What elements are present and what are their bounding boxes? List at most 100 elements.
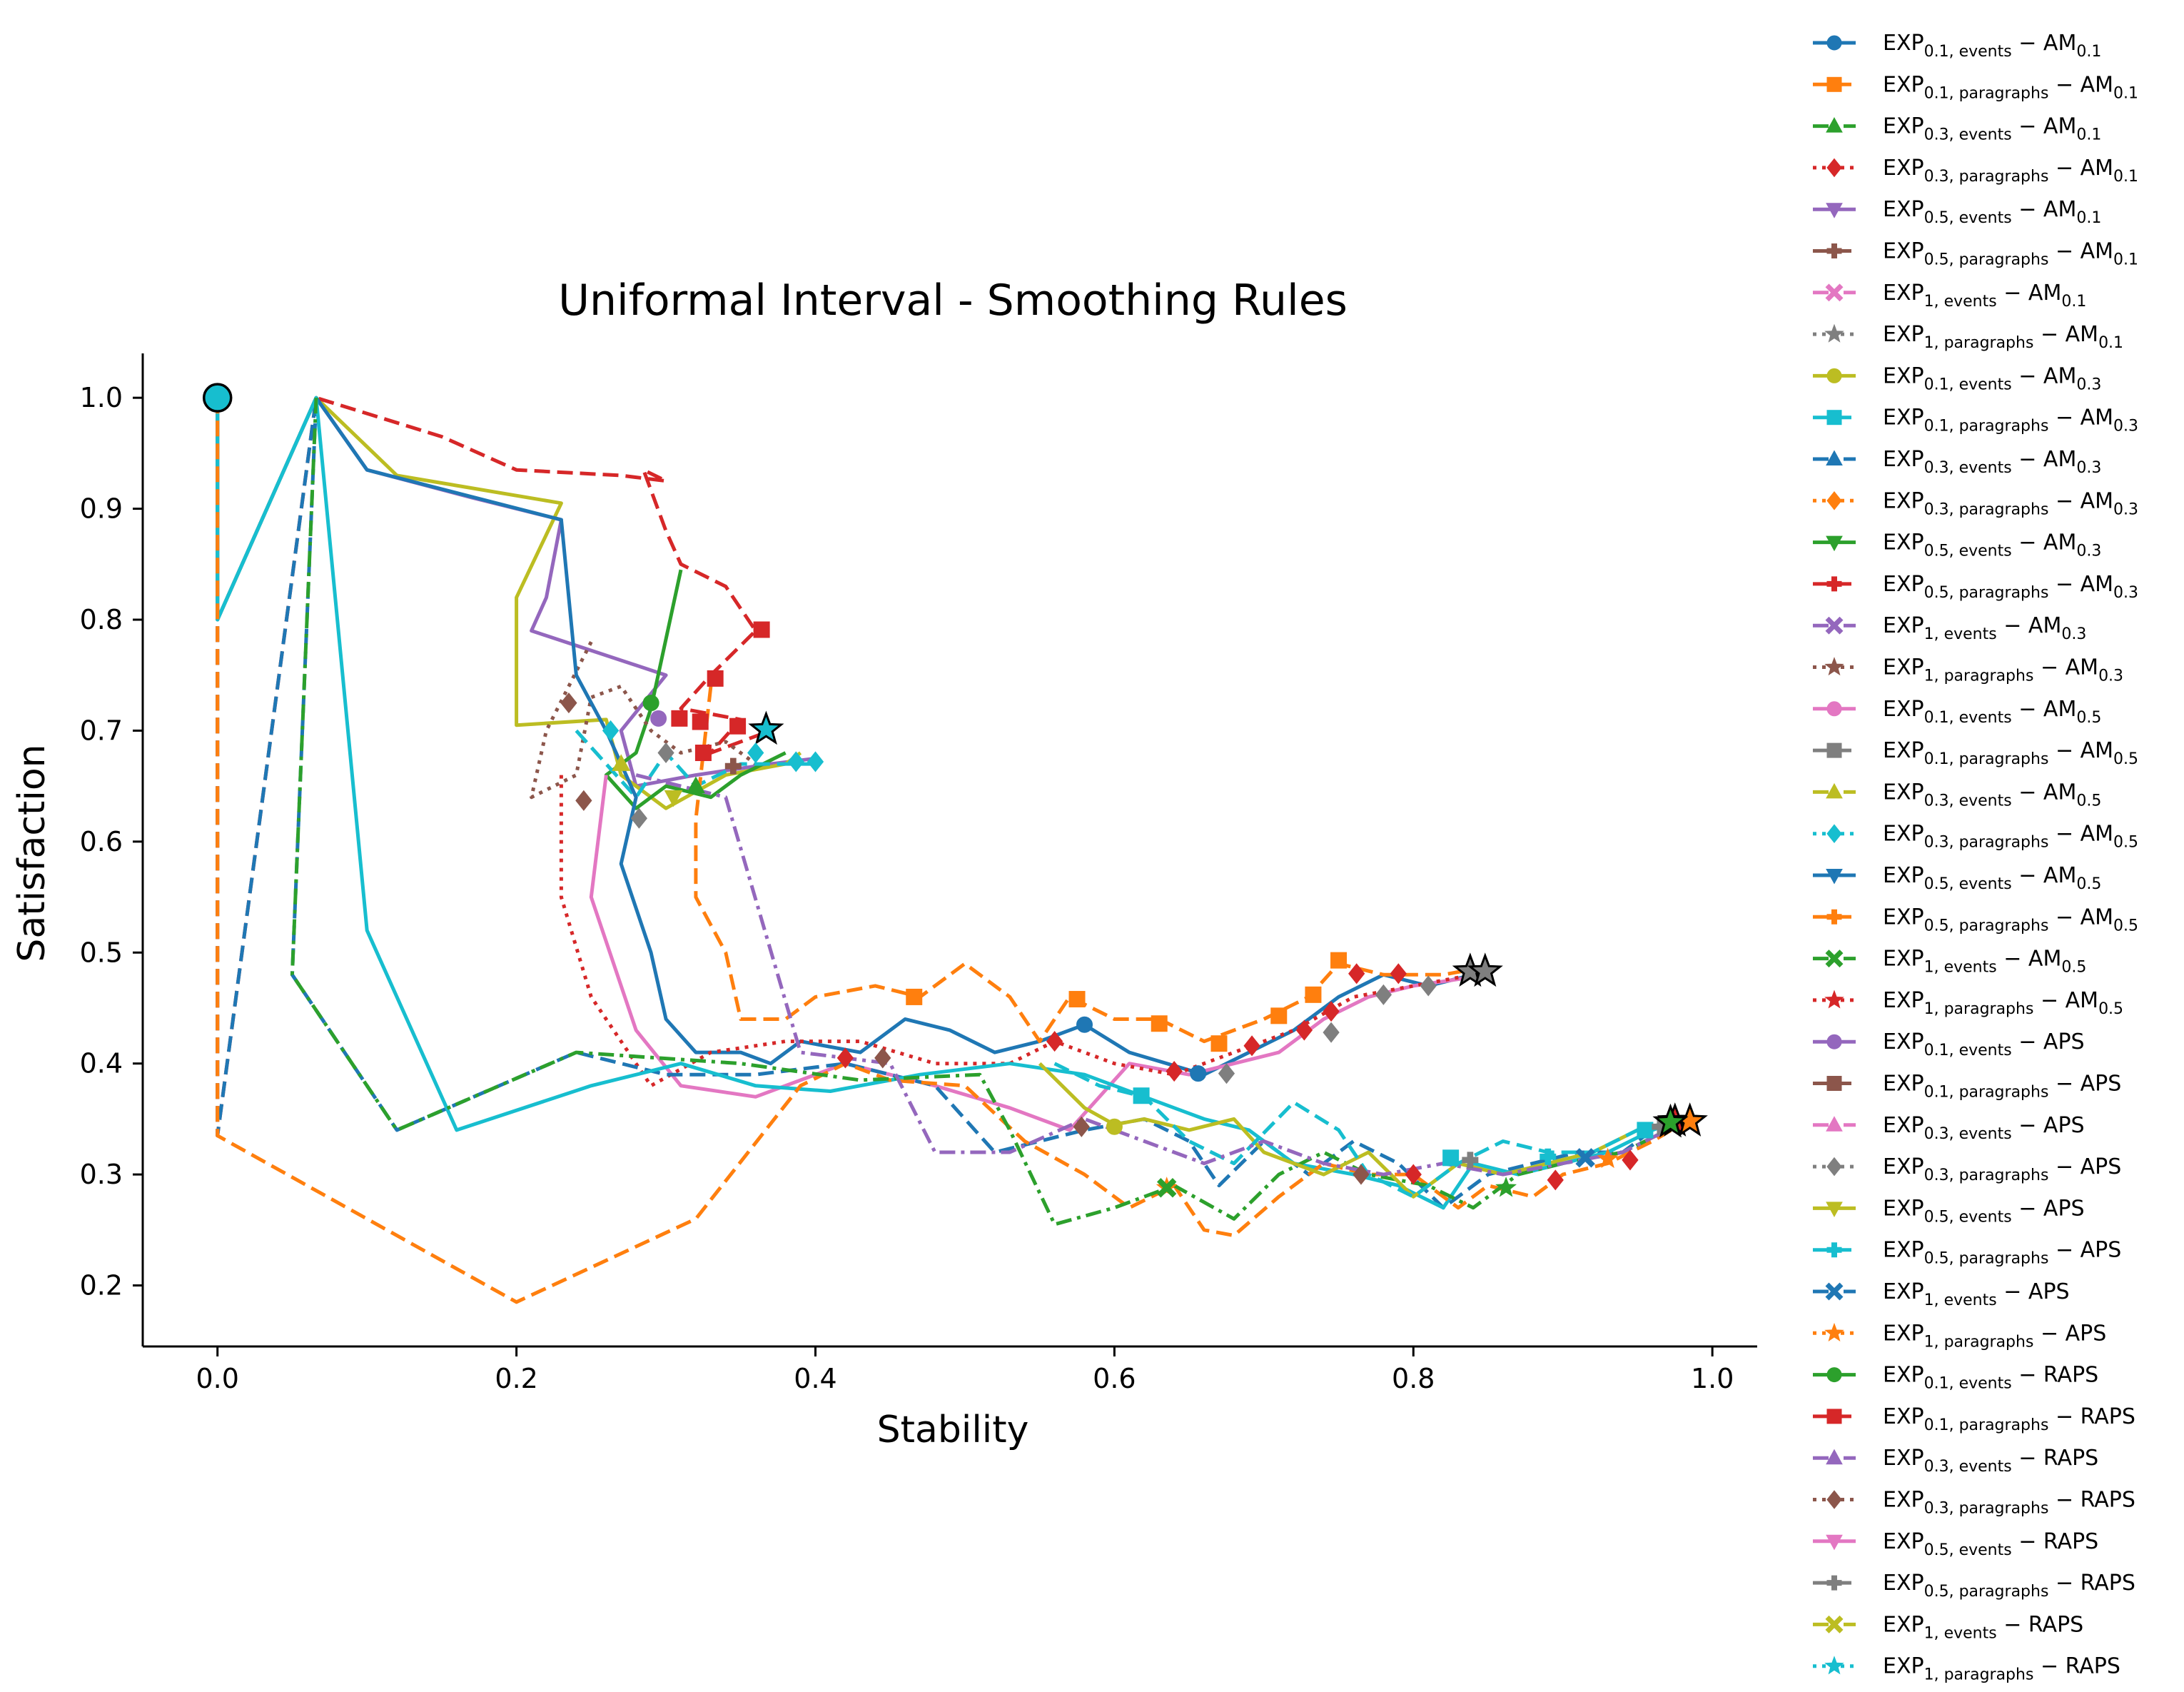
- y-tick-label-5: 0.7: [80, 715, 123, 746]
- x-tick-label-5: 1.0: [1691, 1363, 1734, 1394]
- legend-label-28: EXP0.5, events − APS: [1883, 1196, 2085, 1226]
- data-point-57: [1547, 1169, 1564, 1191]
- legend-entry-11: EXP0.3, paragraphs − AM0.3: [1813, 488, 2138, 518]
- legend-label-16: EXP0.1, events − AM0.5: [1883, 697, 2101, 727]
- legend-marker-26: [1826, 1116, 1843, 1132]
- legend-label-0: EXP0.1, events − AM0.1: [1883, 31, 2101, 61]
- y-tick-label-7: 0.9: [80, 493, 123, 525]
- data-point-7: [671, 710, 688, 727]
- legend-marker-34: [1826, 1449, 1843, 1465]
- data-point-14: [575, 790, 592, 811]
- y-tick-label-4: 0.6: [80, 826, 123, 857]
- legend-label-20: EXP0.5, events − AM0.5: [1883, 863, 2101, 893]
- series-line-AM-cluster-upper-c: [216, 396, 772, 1138]
- legend-marker-30: [1825, 1282, 1844, 1301]
- legend-label-23: EXP1, paragraphs − AM0.5: [1883, 988, 2123, 1018]
- legend-entry-26: EXP0.3, events − APS: [1813, 1113, 2085, 1143]
- legend-marker-10: [1826, 450, 1843, 465]
- y-axis-label: Satisfaction: [11, 744, 54, 962]
- series-line-AM-right-b: [694, 686, 1474, 1044]
- legend-marker-14: [1825, 616, 1844, 635]
- legend-label-9: EXP0.1, paragraphs − AM0.3: [1883, 406, 2138, 435]
- legend-marker-15: [1824, 657, 1844, 676]
- legend: EXP0.1, events − AM0.1 EXP0.1, paragraphs…: [1813, 31, 2138, 1684]
- data-point-24: [664, 790, 683, 807]
- legend-marker-22: [1825, 950, 1844, 968]
- series-line-APS-lower-c: [216, 398, 1691, 1304]
- data-point-39: [1323, 1001, 1340, 1022]
- data-point-44: [1218, 1063, 1235, 1084]
- legend-marker-39: [1824, 1656, 1844, 1675]
- legend-label-29: EXP0.5, paragraphs − APS: [1883, 1238, 2121, 1268]
- legend-marker-19: [1826, 824, 1842, 844]
- legend-entry-37: EXP0.5, paragraphs − RAPS: [1813, 1571, 2135, 1601]
- start-point: [202, 383, 233, 413]
- legend-marker-18: [1826, 782, 1843, 799]
- y-tick-label-0: 0.2: [80, 1270, 123, 1301]
- data-point-13: [560, 693, 577, 714]
- data-point-27: [1151, 1015, 1168, 1032]
- series-line-APS-lower-g: [635, 773, 1669, 1177]
- data-point-31: [1330, 952, 1348, 969]
- data-point-55: [1462, 1152, 1479, 1169]
- legend-entry-22: EXP1, events − AM0.5: [1813, 947, 2086, 977]
- legend-entry-34: EXP0.3, events − RAPS: [1813, 1446, 2098, 1476]
- legend-entry-29: EXP0.5, paragraphs − APS: [1813, 1238, 2121, 1268]
- legend-label-6: EXP1, events − AM0.1: [1883, 281, 2086, 311]
- data-point-25: [906, 988, 923, 1005]
- data-point-54: [1442, 1149, 1460, 1167]
- legend-entry-6: EXP1, events − AM0.1: [1813, 281, 2086, 311]
- series-line-APS-lower-e: [1038, 1062, 1683, 1199]
- legend-marker-4: [1826, 203, 1843, 218]
- legend-label-32: EXP0.1, events − RAPS: [1883, 1363, 2098, 1393]
- legend-entry-24: EXP0.1, events − APS: [1813, 1029, 2085, 1059]
- legend-label-2: EXP0.3, events − AM0.1: [1883, 114, 2101, 144]
- legend-marker-2: [1826, 117, 1843, 133]
- legend-entry-21: EXP0.5, paragraphs − AM0.5: [1813, 905, 2138, 935]
- data-point-8: [692, 713, 709, 730]
- legend-entry-35: EXP0.3, paragraphs − RAPS: [1813, 1488, 2135, 1518]
- legend-marker-17: [1826, 742, 1842, 758]
- data-point-35: [1046, 1031, 1063, 1052]
- legend-marker-20: [1826, 869, 1843, 885]
- legend-marker-9: [1826, 410, 1842, 425]
- legend-label-4: EXP0.5, events − AM0.1: [1883, 197, 2101, 227]
- legend-label-27: EXP0.3, paragraphs − APS: [1883, 1154, 2121, 1184]
- legend-marker-0: [1826, 35, 1842, 51]
- legend-label-19: EXP0.3, paragraphs − AM0.5: [1883, 822, 2138, 852]
- legend-entry-9: EXP0.1, paragraphs − AM0.3: [1813, 406, 2138, 435]
- x-tick-label-3: 0.6: [1093, 1363, 1136, 1394]
- legend-label-37: EXP0.5, paragraphs − RAPS: [1883, 1571, 2135, 1601]
- data-point-28: [1210, 1035, 1228, 1052]
- legend-label-35: EXP0.3, paragraphs − RAPS: [1883, 1488, 2135, 1518]
- x-axis-label: Stability: [877, 1409, 1029, 1451]
- axes: 0.0 0.2 0.4 0.6 0.8 1.0 0.2 0.3 0.4 0.5 0.6 0.7 0.8 0…: [80, 353, 1757, 1394]
- series-line-AM-right-a: [216, 396, 1474, 1077]
- series-line-AM-cluster-upper-b: [216, 396, 802, 810]
- data-point-5: [753, 621, 770, 638]
- legend-marker-37: [1826, 1575, 1842, 1591]
- y-tick-label-2: 0.4: [80, 1048, 123, 1079]
- legend-marker-8: [1826, 368, 1842, 383]
- data-point-48: [1106, 1118, 1123, 1135]
- legend-label-8: EXP0.1, events − AM0.3: [1883, 363, 2101, 393]
- legend-label-17: EXP0.1, paragraphs − AM0.5: [1883, 738, 2138, 768]
- legend-entry-2: EXP0.3, events − AM0.1: [1813, 114, 2101, 144]
- series-line-AM-right-d: [559, 775, 1474, 1088]
- data-point-26: [1068, 991, 1086, 1008]
- legend-entry-20: EXP0.5, events − AM0.5: [1813, 863, 2101, 893]
- legend-label-39: EXP1, paragraphs − RAPS: [1883, 1654, 2120, 1684]
- legend-entry-7: EXP1, paragraphs − AM0.1: [1813, 322, 2123, 352]
- data-point-23: [612, 754, 631, 771]
- legend-label-36: EXP0.5, events − RAPS: [1883, 1529, 2098, 1559]
- legend-label-12: EXP0.5, events − AM0.3: [1883, 530, 2101, 560]
- data-point-43: [1073, 1116, 1090, 1137]
- legend-entry-39: EXP1, paragraphs − RAPS: [1813, 1654, 2120, 1684]
- x-tick-label-0: 0.0: [196, 1363, 239, 1394]
- legend-entry-8: EXP0.1, events − AM0.3: [1813, 363, 2101, 393]
- legend-entry-33: EXP0.1, paragraphs − RAPS: [1813, 1404, 2135, 1434]
- data-point-40: [1348, 963, 1365, 985]
- data-point-22: [686, 776, 705, 793]
- legend-label-18: EXP0.3, events − AM0.5: [1883, 780, 2101, 810]
